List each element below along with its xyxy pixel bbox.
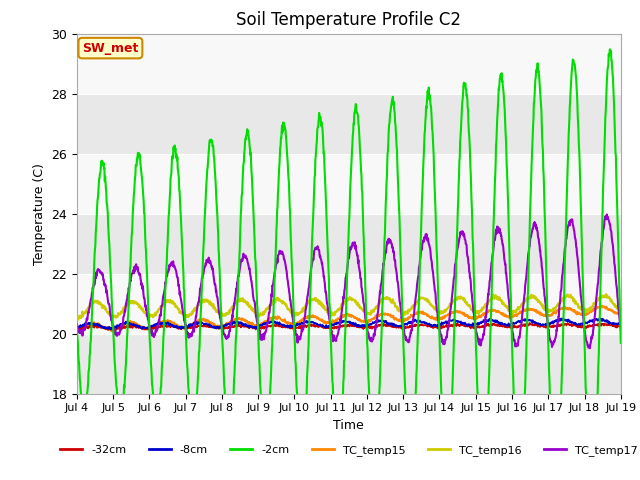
Title: Soil Temperature Profile C2: Soil Temperature Profile C2: [236, 11, 461, 29]
X-axis label: Time: Time: [333, 419, 364, 432]
Bar: [77, 0, 621, 34]
Bar: [77, 334, 621, 394]
Bar: [77, 214, 621, 274]
Bar: [77, 94, 621, 154]
Text: SW_met: SW_met: [82, 42, 139, 55]
Legend: -32cm, -8cm, -2cm, TC_temp15, TC_temp16, TC_temp17: -32cm, -8cm, -2cm, TC_temp15, TC_temp16,…: [56, 440, 640, 460]
Y-axis label: Temperature (C): Temperature (C): [33, 163, 45, 264]
